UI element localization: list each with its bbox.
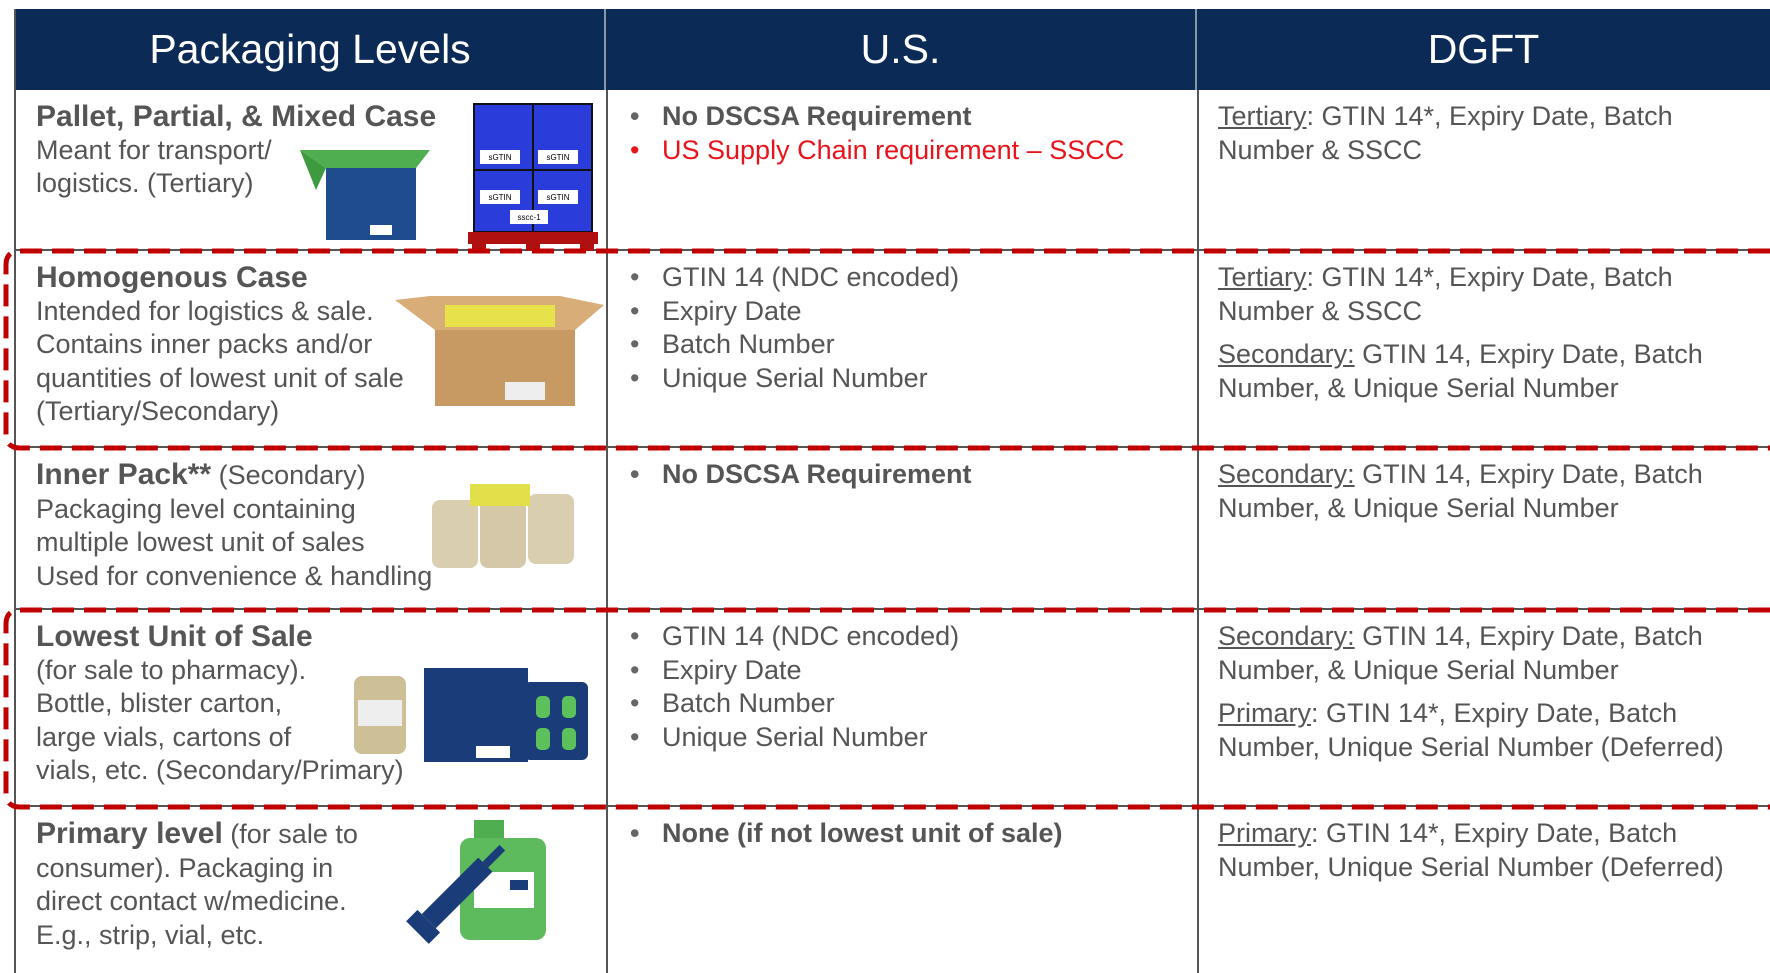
illustrations: sGTIN sGTIN sGTIN sGTIN sscc-1 bbox=[0, 0, 1770, 973]
pallet-icon: sGTIN sGTIN sGTIN sGTIN sscc-1 bbox=[468, 104, 598, 251]
pallet-label: sGTIN bbox=[488, 193, 511, 202]
bottle-icon bbox=[354, 676, 406, 754]
case-icon bbox=[395, 296, 604, 406]
pallet-label: sGTIN bbox=[546, 193, 569, 202]
box-icon bbox=[300, 150, 430, 240]
vial-icon bbox=[406, 820, 546, 944]
page: Packaging Levels U.S. DGFT Pallet, Parti… bbox=[0, 0, 1770, 973]
pallet-label: sGTIN bbox=[488, 153, 511, 162]
pallet-label: sGTIN bbox=[546, 153, 569, 162]
blister-icon bbox=[424, 668, 588, 762]
pallet-label: sscc-1 bbox=[517, 213, 541, 222]
bottles-icon bbox=[432, 484, 574, 568]
